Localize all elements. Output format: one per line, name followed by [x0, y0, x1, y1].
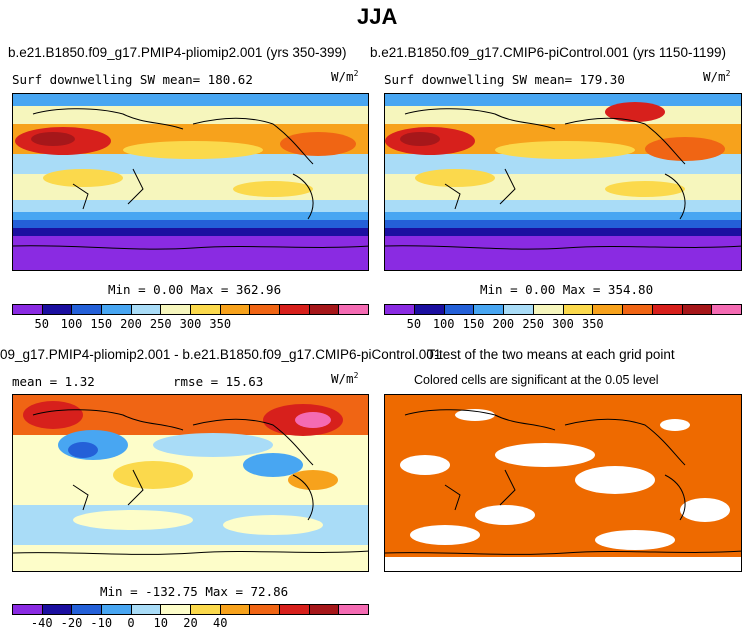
colorbar-tick-label: 250 [522, 317, 544, 331]
colorbar-swatch [72, 305, 103, 314]
colorbar-swatch [309, 605, 340, 614]
minmax-bottom-left: Min = -132.75 Max = 72.86 [100, 584, 289, 599]
colorbar-swatch [623, 305, 653, 314]
case-title-bottom-left: 09_g17.PMIP4-pliomip2.001 - b.e21.B1850.… [0, 347, 442, 362]
colorbar-tick-label: 200 [120, 317, 142, 331]
colorbar-tick-label: -20 [60, 616, 83, 630]
mean-label-bottom-left: mean = 1.32 [12, 374, 95, 389]
colorbar-swatch [563, 305, 594, 314]
colorbar-swatch [474, 305, 504, 314]
colorbar-swatch [309, 305, 340, 314]
map-top-right [384, 93, 742, 271]
page-title: JJA [357, 4, 398, 29]
colorbar-swatch [220, 305, 251, 314]
colorbar-tick-label: 0 [127, 616, 135, 630]
colorbar-tick-label: 20 [183, 616, 198, 630]
colorbar-tick-label: 100 [432, 317, 455, 331]
colorbar-tick-label: 100 [60, 317, 83, 331]
colorbar-tick-label: 10 [153, 616, 168, 630]
colorbar-swatch [339, 305, 369, 314]
colorbar-tick-label: -10 [90, 616, 113, 630]
rmse-label-bottom-left: rmse = 15.63 [173, 374, 264, 389]
colorbar-swatch [161, 305, 192, 314]
colorbar-swatch [504, 305, 534, 314]
units-top-left: W/m2 [331, 69, 359, 85]
colorbar-tick-label: 350 [209, 317, 232, 331]
map-bottom-right [384, 394, 742, 572]
units-bottom-left: W/m2 [331, 371, 359, 387]
colorbar-swatch [444, 305, 475, 314]
colorbar-swatch [682, 305, 713, 314]
colorbar-tick-label: 250 [149, 317, 172, 331]
colorbar-tick-label: 200 [492, 317, 515, 331]
colorbar-swatch [593, 305, 623, 314]
colorbar-top-right [384, 304, 742, 315]
map-top-left [12, 93, 369, 271]
colorbar-tick-label: 300 [552, 317, 574, 331]
colorbar-swatch [414, 305, 445, 314]
colorbar-bottom-left [12, 604, 369, 615]
colorbar-swatch [102, 605, 132, 614]
colorbar-swatch [339, 605, 369, 614]
variable-label-top-left: Surf downwelling SW mean= 180.62 [12, 72, 253, 87]
colorbar-tick-label: -40 [30, 616, 53, 630]
colorbar-swatch [42, 305, 73, 314]
colorbar-swatch [131, 605, 162, 614]
case-title-bottom-right: T-test of the two means at each grid poi… [427, 347, 675, 362]
colorbar-swatch [280, 305, 310, 314]
colorbar-tick-label: 150 [90, 317, 113, 331]
case-title-top-left: b.e21.B1850.f09_g17.PMIP4-pliomip2.001 (… [8, 45, 347, 60]
colorbar-swatch [280, 605, 310, 614]
colorbar-swatch [42, 605, 73, 614]
case-title-top-right: b.e21.B1850.f09_g17.CMIP6-piControl.001 … [370, 45, 726, 60]
colorbar-tick-label: 50 [34, 317, 49, 331]
colorbar-swatch [13, 305, 43, 314]
colorbar-tick-label: 300 [179, 317, 202, 331]
minmax-top-left: Min = 0.00 Max = 362.96 [108, 282, 282, 297]
variable-label-top-right: Surf downwelling SW mean= 179.30 [384, 72, 625, 87]
colorbar-tick-label: 40 [213, 616, 228, 630]
colorbar-swatch [102, 305, 132, 314]
colorbar-swatch [191, 305, 221, 314]
colorbar-swatch [72, 605, 103, 614]
colorbar-swatch [220, 605, 251, 614]
colorbar-tick-label: 50 [406, 317, 422, 331]
colorbar-swatch [131, 305, 162, 314]
colorbar-swatch [533, 305, 564, 314]
colorbar-tick-label: 350 [581, 317, 604, 331]
colorbar-swatch [652, 305, 683, 314]
colorbar-tick-label: 150 [462, 317, 485, 331]
colorbar-swatch [13, 605, 43, 614]
colorbar-swatch [385, 305, 415, 314]
units-top-right: W/m2 [703, 69, 731, 85]
colorbar-swatch [712, 305, 741, 314]
colorbar-swatch [161, 605, 192, 614]
minmax-top-right: Min = 0.00 Max = 354.80 [480, 282, 654, 297]
colorbar-swatch [250, 305, 281, 314]
colorbar-swatch [191, 605, 221, 614]
subtitle-bottom-right: Colored cells are significant at the 0.0… [414, 373, 659, 387]
colorbar-top-left [12, 304, 369, 315]
colorbar-swatch [250, 605, 281, 614]
map-bottom-left [12, 394, 369, 572]
